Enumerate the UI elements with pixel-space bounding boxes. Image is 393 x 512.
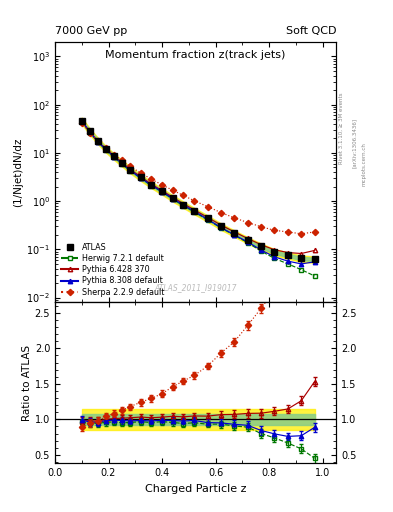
Text: Momentum fraction z(track jets): Momentum fraction z(track jets) <box>105 50 286 60</box>
Y-axis label: Ratio to ATLAS: Ratio to ATLAS <box>22 345 32 421</box>
Y-axis label: (1/Njet)dN/dz: (1/Njet)dN/dz <box>13 137 24 207</box>
X-axis label: Charged Particle z: Charged Particle z <box>145 484 246 494</box>
Text: ATLAS_2011_I919017: ATLAS_2011_I919017 <box>154 283 237 292</box>
Text: [arXiv:1306.3436]: [arXiv:1306.3436] <box>352 118 357 168</box>
Legend: ATLAS, Herwig 7.2.1 default, Pythia 6.428 370, Pythia 8.308 default, Sherpa 2.2.: ATLAS, Herwig 7.2.1 default, Pythia 6.42… <box>59 241 166 298</box>
Text: mcplots.cern.ch: mcplots.cern.ch <box>362 142 367 186</box>
Text: Soft QCD: Soft QCD <box>286 26 336 36</box>
Text: 7000 GeV pp: 7000 GeV pp <box>55 26 127 36</box>
Text: Rivet 3.1.10, ≥ 3M events: Rivet 3.1.10, ≥ 3M events <box>339 92 344 164</box>
